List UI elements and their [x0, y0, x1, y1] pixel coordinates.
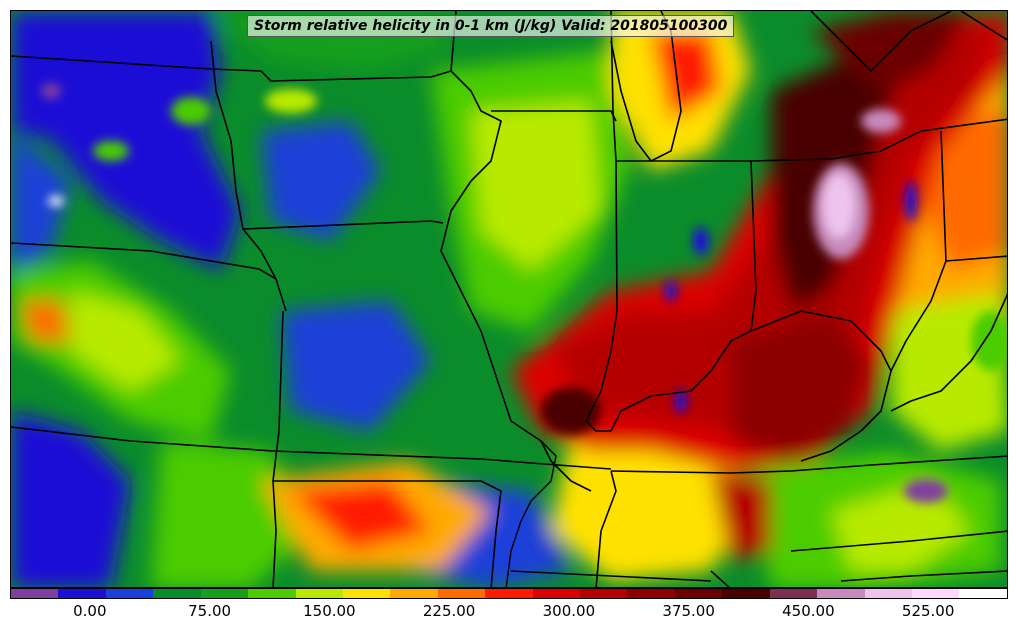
- colorbar-tick-label: 75.00: [188, 602, 232, 620]
- colorbar-segment: [722, 589, 770, 598]
- colorbar-tick-label: 225.00: [422, 602, 476, 620]
- colorbar-tick-label: 375.00: [662, 602, 715, 620]
- colorbar-segment: [58, 589, 106, 598]
- colorbar-tick-label: 525.00: [901, 602, 955, 620]
- colorbar-segment: [864, 589, 913, 598]
- colorbar-segment: [153, 589, 201, 598]
- colorbar-tick-label: 150.00: [303, 602, 356, 620]
- colorbar-segment: [437, 589, 486, 598]
- state-boundaries: [11, 11, 1007, 587]
- colorbar-segment: [959, 589, 1007, 598]
- colorbar-labels: 0.00 75.00 150.00 225.00 300.00 375.00 450.00 5…: [10, 602, 1008, 624]
- colorbar-segment: [248, 589, 296, 598]
- colorbar-segment: [769, 589, 818, 598]
- colorbar-tick-label: 0.00: [73, 602, 107, 620]
- colorbar-segment: [532, 589, 581, 598]
- colorbar-segment: [674, 589, 723, 598]
- helicity-map: [11, 11, 1007, 587]
- colorbar-segment: [912, 589, 960, 598]
- colorbar-segment: [627, 589, 675, 598]
- river-outline: [505, 440, 557, 587]
- colorbar-segment: [485, 589, 533, 598]
- lake-michigan-outline: [610, 11, 682, 163]
- helicity-field-detail: [41, 83, 1007, 503]
- colorbar-segment: [295, 589, 343, 598]
- colorbar-segment: [200, 589, 249, 598]
- colorbar-tick-label: 450.00: [782, 602, 835, 620]
- colorbar: [10, 588, 1008, 599]
- colorbar-segment: [817, 589, 865, 598]
- colorbar-segment: [105, 589, 154, 598]
- map-panel: Storm relative helicity in 0-1 km (J/kg)…: [10, 10, 1008, 588]
- colorbar-segment: [580, 589, 628, 598]
- map-title: Storm relative helicity in 0-1 km (J/kg)…: [247, 15, 735, 37]
- colorbar-segment: [342, 589, 391, 598]
- colorbar-segment: [11, 589, 59, 598]
- colorbar-segment: [390, 589, 438, 598]
- colorbar-tick-label: 300.00: [542, 602, 596, 620]
